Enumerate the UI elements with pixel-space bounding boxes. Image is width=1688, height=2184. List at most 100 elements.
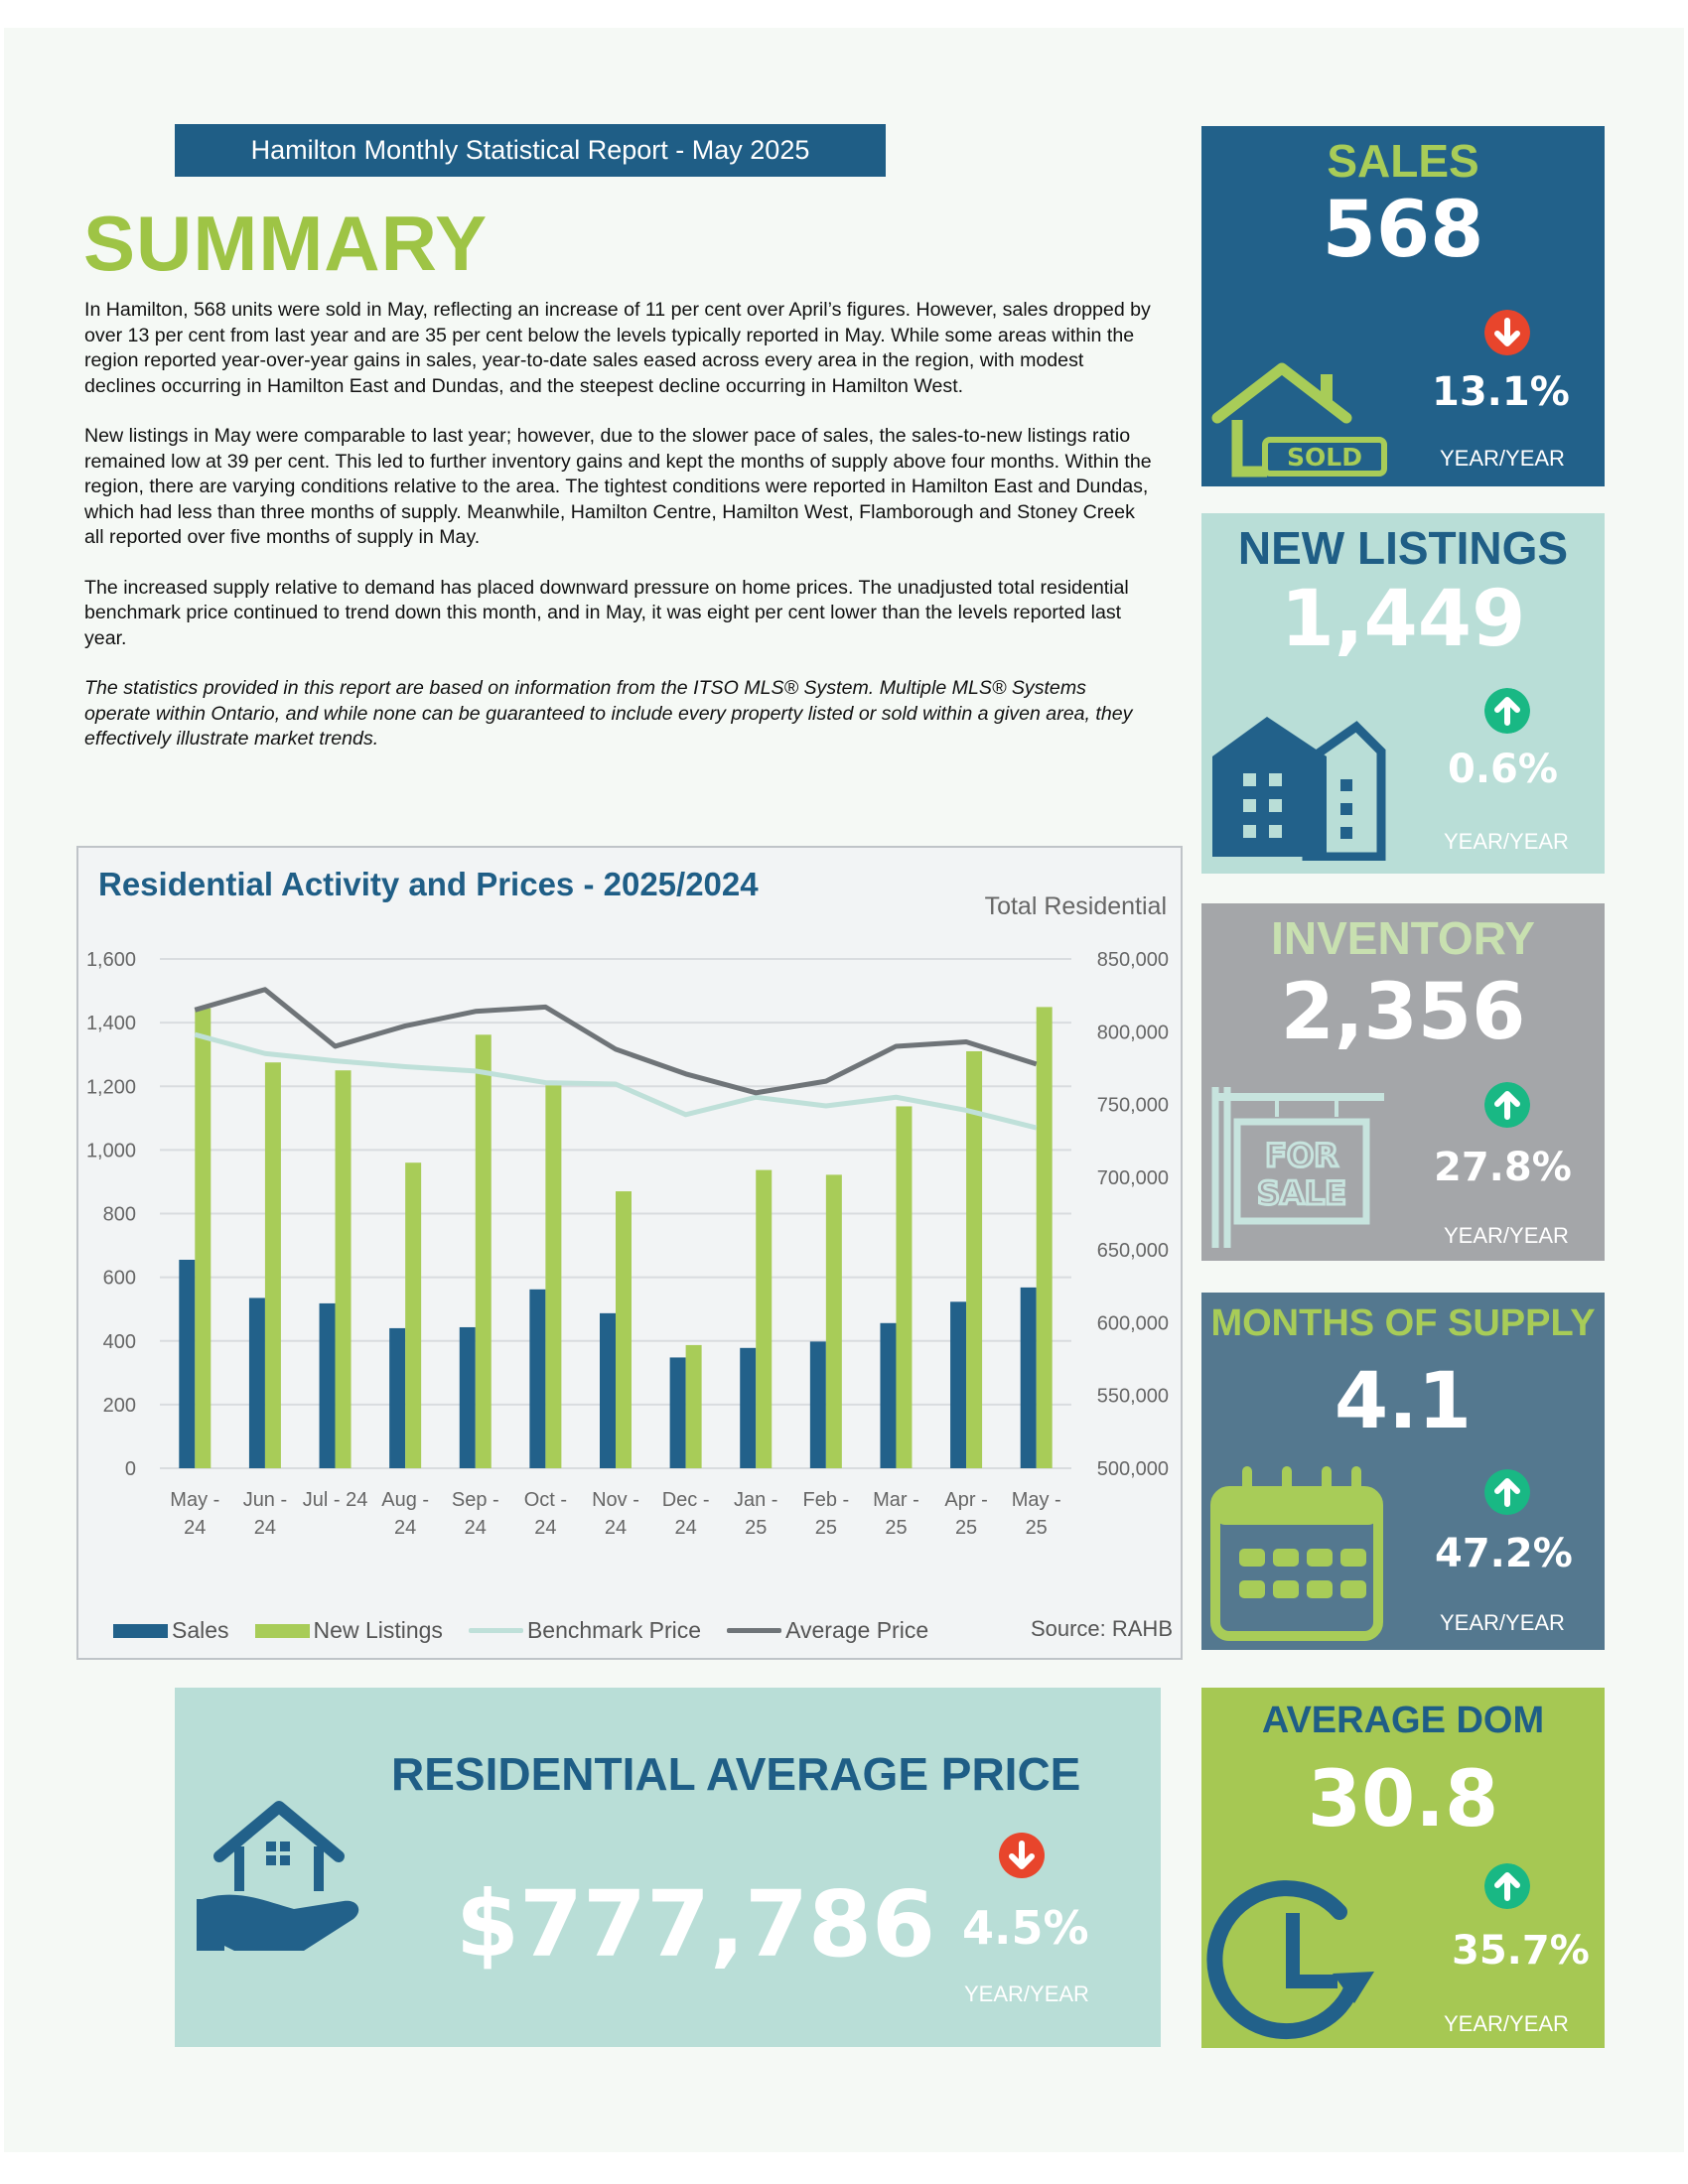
x-tick-label: Aug - [381, 1489, 429, 1511]
y-tick-label: 1,200 [86, 1076, 136, 1098]
x-tick-label: Dec - [662, 1489, 710, 1511]
y2-tick-label: 650,000 [1097, 1240, 1169, 1262]
clock-icon [1206, 1880, 1374, 2040]
arrow-down-icon [1484, 310, 1530, 355]
x-tick-label: 24 [394, 1517, 416, 1539]
months-of-supply-value: 4.1 [1334, 1357, 1473, 1446]
bar-sales [950, 1301, 967, 1468]
y2-tick-label: 700,000 [1097, 1167, 1169, 1189]
months-of-supply-card: MONTHS OF SUPPLY 4.1 47.2% YEAR/YEAR [1201, 1293, 1605, 1650]
months-of-supply-change: 47.2% [1435, 1531, 1573, 1576]
bar-sales [319, 1302, 336, 1468]
average-dom-card: AVERAGE DOM 30.8 35.7% YEAR/YEAR [1201, 1688, 1605, 2048]
bar-new-listings [685, 1344, 702, 1468]
y-tick-label: 0 [125, 1458, 136, 1480]
legend-item-sales: Sales [113, 1617, 229, 1644]
x-tick-label: 24 [254, 1517, 276, 1539]
y2-tick-label: 850,000 [1097, 949, 1169, 971]
inventory-change: 27.8% [1434, 1145, 1572, 1190]
bar-new-listings [616, 1191, 632, 1468]
bar-sales [669, 1357, 686, 1468]
average-price-yy-label: YEAR/YEAR [964, 1981, 1089, 2006]
bar-sales [880, 1322, 897, 1468]
summary-paragraph: The increased supply relative to demand … [84, 576, 1129, 649]
y-tick-label: 1,600 [86, 949, 136, 971]
average-dom-value: 30.8 [1307, 1755, 1499, 1844]
y2-tick-label: 500,000 [1097, 1458, 1169, 1480]
house-in-hand-icon [197, 1801, 359, 1951]
bar-new-listings [966, 1050, 983, 1468]
arrow-up-icon [1484, 688, 1530, 734]
for-sign-text: FOR [1265, 1137, 1338, 1174]
bar-new-listings [825, 1174, 842, 1468]
bar-sales [529, 1289, 546, 1468]
bar-sales [809, 1341, 826, 1468]
arrow-down-icon [999, 1833, 1045, 1878]
x-tick-label: 24 [465, 1517, 487, 1539]
months-of-supply-yy-label: YEAR/YEAR [1440, 1610, 1565, 1635]
x-tick-label: Oct - [524, 1489, 567, 1511]
y2-tick-label: 600,000 [1097, 1312, 1169, 1334]
activity-chart-panel: 0 200 400 600 800 1,000 1,200 1,400 1,600 500,000… [76, 846, 1183, 1660]
sold-sign-text: SOLD [1287, 443, 1362, 472]
bar-sales [459, 1326, 476, 1468]
y2-tick-label: 750,000 [1097, 1095, 1169, 1117]
average-dom-label: AVERAGE DOM [1261, 1700, 1545, 1741]
x-tick-label: Jun - [243, 1489, 287, 1511]
bar-new-listings [195, 1008, 211, 1468]
sales-label: SALES [1327, 135, 1479, 187]
chart-subtitle: Total Residential [984, 892, 1167, 920]
legend-swatch-average-price [727, 1628, 782, 1633]
bar-new-listings [545, 1085, 562, 1468]
legend-item-benchmark-price: Benchmark Price [468, 1617, 702, 1644]
average-dom-yy-label: YEAR/YEAR [1444, 2011, 1569, 2036]
x-tick-label: Jan - [734, 1489, 777, 1511]
bar-sales [600, 1312, 616, 1468]
house-sold-icon: SOLD [1211, 362, 1387, 478]
activity-chart: 0 200 400 600 800 1,000 1,200 1,400 1,600 500,000… [86, 949, 1169, 1539]
x-tick-label: Mar - [873, 1489, 919, 1511]
arrow-up-icon [1484, 1863, 1530, 1909]
chart-title: Residential Activity and Prices - 2025/2… [98, 866, 759, 902]
bar-new-listings [756, 1169, 773, 1468]
summary-title: SUMMARY [83, 200, 489, 287]
chart-legend: Sales New Listings Benchmark Price Avera… [113, 1617, 954, 1644]
y2-tick-label: 800,000 [1097, 1022, 1169, 1043]
legend-label: Sales [172, 1617, 229, 1643]
x-tick-label: 24 [605, 1517, 627, 1539]
x-tick-label: Sep - [452, 1489, 499, 1511]
legend-swatch-new-listings [254, 1623, 310, 1638]
summary-text: In Hamilton, 568 units were sold in May,… [84, 298, 1157, 777]
new-listings-change: 0.6% [1448, 747, 1558, 792]
y-tick-label: 400 [103, 1331, 136, 1353]
arrow-up-icon [1484, 1469, 1530, 1515]
inventory-yy-label: YEAR/YEAR [1444, 1223, 1569, 1248]
calendar-icon [1210, 1466, 1383, 1641]
sales-card: SALES 568 13.1% YEAR/YEAR SOLD [1201, 126, 1605, 486]
average-dom-change: 35.7% [1452, 1928, 1590, 1974]
x-tick-label: Jul - 24 [303, 1489, 368, 1511]
legend-label: Benchmark Price [526, 1617, 702, 1643]
x-tick-label: 25 [745, 1517, 767, 1539]
sale-sign-text: SALE [1257, 1174, 1346, 1212]
legend-swatch-benchmark-price [468, 1628, 523, 1633]
x-tick-label: May - [1012, 1489, 1061, 1511]
bar-new-listings [475, 1034, 492, 1468]
y-tick-label: 200 [103, 1395, 136, 1417]
sales-value: 568 [1322, 186, 1484, 275]
legend-item-average-price: Average Price [727, 1617, 928, 1644]
data-source-note: The statistics provided in this report a… [84, 677, 1133, 750]
line-benchmark-price [194, 1031, 1038, 1131]
legend-item-new-listings: New Listings [254, 1617, 443, 1644]
average-price-panel: RESIDENTIAL AVERAGE PRICE $777,786 4.5% … [175, 1688, 1161, 2047]
for-sale-sign-icon: FOR SALE [1211, 1087, 1384, 1248]
average-price-value: $777,786 [456, 1871, 936, 1978]
legend-label: New Listings [313, 1617, 443, 1643]
inventory-card: INVENTORY 2,356 27.8% YEAR/YEAR FOR SALE [1201, 903, 1605, 1261]
new-listings-label: NEW LISTINGS [1237, 522, 1569, 574]
new-listings-yy-label: YEAR/YEAR [1444, 829, 1569, 854]
summary-paragraph: In Hamilton, 568 units were sold in May,… [84, 299, 1151, 397]
x-tick-label: 24 [534, 1517, 556, 1539]
arrow-up-icon [1484, 1082, 1530, 1128]
average-price-title: RESIDENTIAL AVERAGE PRICE [391, 1748, 1081, 1800]
